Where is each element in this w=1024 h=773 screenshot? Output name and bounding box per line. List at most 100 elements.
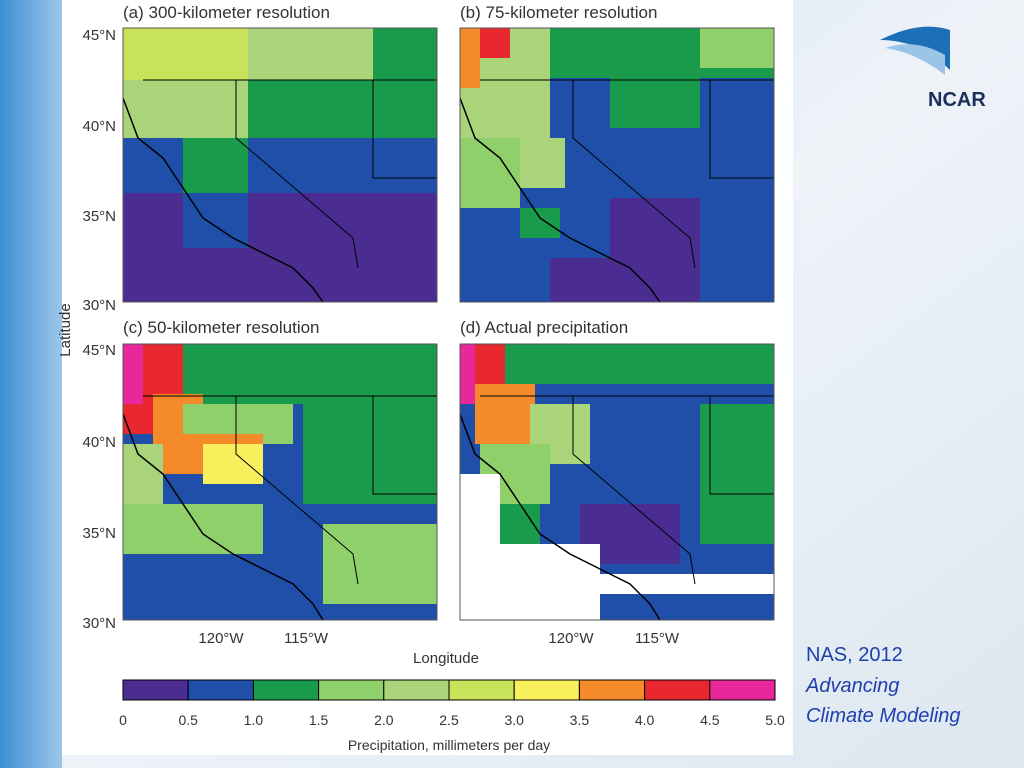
map-cell bbox=[610, 198, 700, 302]
maps bbox=[122, 27, 775, 621]
colorbar-segment bbox=[252, 679, 320, 701]
map-cell bbox=[373, 28, 437, 80]
map-frame bbox=[459, 27, 775, 303]
map-cell bbox=[123, 344, 143, 404]
colorbar-tick-label: 1.0 bbox=[244, 712, 264, 728]
map-cell bbox=[475, 344, 505, 384]
border bbox=[372, 80, 437, 179]
map-cell bbox=[183, 193, 248, 248]
colorbar-segment bbox=[513, 679, 580, 701]
citation: Climate Modeling bbox=[806, 705, 961, 727]
panel-title: (d) Actual precipitation bbox=[460, 318, 628, 337]
map-cell bbox=[460, 344, 475, 404]
map-cell bbox=[600, 574, 774, 594]
lat-label: 45°N bbox=[82, 27, 116, 44]
colorbar-segment bbox=[318, 679, 385, 701]
map-cell bbox=[500, 544, 600, 620]
border bbox=[709, 80, 774, 179]
map-cell bbox=[550, 258, 610, 302]
border bbox=[372, 396, 437, 495]
map-cell bbox=[520, 138, 565, 188]
panel-title: (a) 300-kilometer resolution bbox=[123, 3, 330, 22]
map-cell bbox=[480, 28, 510, 58]
lat-label: 35°N bbox=[82, 208, 116, 225]
border bbox=[235, 396, 359, 585]
x-axis-label: Longitude bbox=[413, 650, 479, 667]
coastline bbox=[459, 413, 661, 621]
colorbar: 0 0.5 1.0 1.5 2.0 2.5 3.0 3.5 4.0 4.5 5.0 bbox=[119, 679, 785, 728]
panel-title: (b) 75-kilometer resolution bbox=[460, 3, 657, 22]
left-band bbox=[0, 0, 62, 768]
panel-title: (c) 50-kilometer resolution bbox=[123, 318, 320, 337]
map-cell bbox=[123, 554, 263, 620]
map-cell bbox=[123, 138, 183, 193]
y-axis-label: Latitude bbox=[57, 303, 74, 356]
colorbar-segment bbox=[644, 679, 711, 701]
map-cell bbox=[460, 28, 480, 88]
coastline bbox=[122, 413, 324, 621]
map-cell bbox=[248, 28, 373, 80]
map-frame bbox=[459, 343, 775, 621]
map-cell bbox=[460, 138, 520, 208]
logo-mark bbox=[880, 26, 950, 71]
colorbar-tick-label: 4.5 bbox=[700, 712, 720, 728]
map-cell bbox=[505, 344, 774, 384]
lat-label: 30°N bbox=[82, 297, 116, 314]
map-cell bbox=[248, 138, 437, 193]
map-cell bbox=[700, 28, 774, 68]
lon-label: 115°W bbox=[284, 630, 329, 647]
colorbar-tick-label: 2.0 bbox=[374, 712, 394, 728]
colorbar-segment bbox=[448, 679, 515, 701]
border bbox=[235, 80, 359, 269]
map-cell bbox=[183, 344, 437, 404]
colorbar-tick-label: 5.0 bbox=[765, 712, 785, 728]
map-cell bbox=[183, 138, 248, 193]
map-cell bbox=[700, 404, 774, 544]
map-cell bbox=[303, 404, 437, 504]
map-cell bbox=[475, 384, 535, 444]
lon-label: 120°W bbox=[198, 630, 244, 647]
lat-label: 30°N bbox=[82, 615, 116, 632]
colorbar-segment bbox=[122, 679, 189, 701]
map-frame bbox=[122, 27, 438, 303]
coastline bbox=[459, 97, 661, 303]
colorbar-tick-label: 0 bbox=[119, 712, 127, 728]
map-cell bbox=[123, 80, 248, 138]
logo-text: NCAR bbox=[928, 89, 986, 111]
coastline bbox=[122, 97, 324, 303]
lat-label: 45°N bbox=[82, 342, 116, 359]
lat-label: 35°N bbox=[82, 525, 116, 542]
lat-label: 40°N bbox=[82, 118, 116, 135]
map-cell bbox=[460, 474, 500, 620]
map-cell bbox=[610, 78, 700, 128]
colorbar-segment bbox=[578, 679, 646, 701]
lon-label: 115°W bbox=[635, 630, 680, 647]
logo-mark bbox=[885, 44, 945, 75]
border bbox=[709, 396, 774, 495]
lat-label: 40°N bbox=[82, 434, 116, 451]
map-cell bbox=[203, 444, 263, 484]
colorbar-segment bbox=[187, 679, 254, 701]
colorbar-tick-label: 2.5 bbox=[439, 712, 459, 728]
map-cell bbox=[248, 80, 437, 138]
citation: NAS, 2012 bbox=[806, 644, 903, 666]
map-cell bbox=[123, 28, 248, 80]
map-frame bbox=[122, 343, 438, 621]
colorbar-segment bbox=[383, 679, 450, 701]
colorbar-tick-label: 3.5 bbox=[570, 712, 590, 728]
colorbar-tick-label: 0.5 bbox=[178, 712, 198, 728]
colorbar-label: Precipitation, millimeters per day bbox=[348, 737, 550, 753]
map-cell bbox=[123, 504, 263, 554]
colorbar-segment bbox=[709, 679, 776, 701]
map-cell bbox=[123, 444, 163, 504]
lon-label: 120°W bbox=[548, 630, 594, 647]
border bbox=[572, 80, 696, 269]
colorbar-tick-label: 4.0 bbox=[635, 712, 655, 728]
colorbar-tick-label: 3.0 bbox=[504, 712, 524, 728]
colorbar-tick-label: 1.5 bbox=[309, 712, 329, 728]
map-cell bbox=[323, 524, 437, 604]
border bbox=[572, 396, 696, 585]
map-cell bbox=[520, 208, 560, 238]
